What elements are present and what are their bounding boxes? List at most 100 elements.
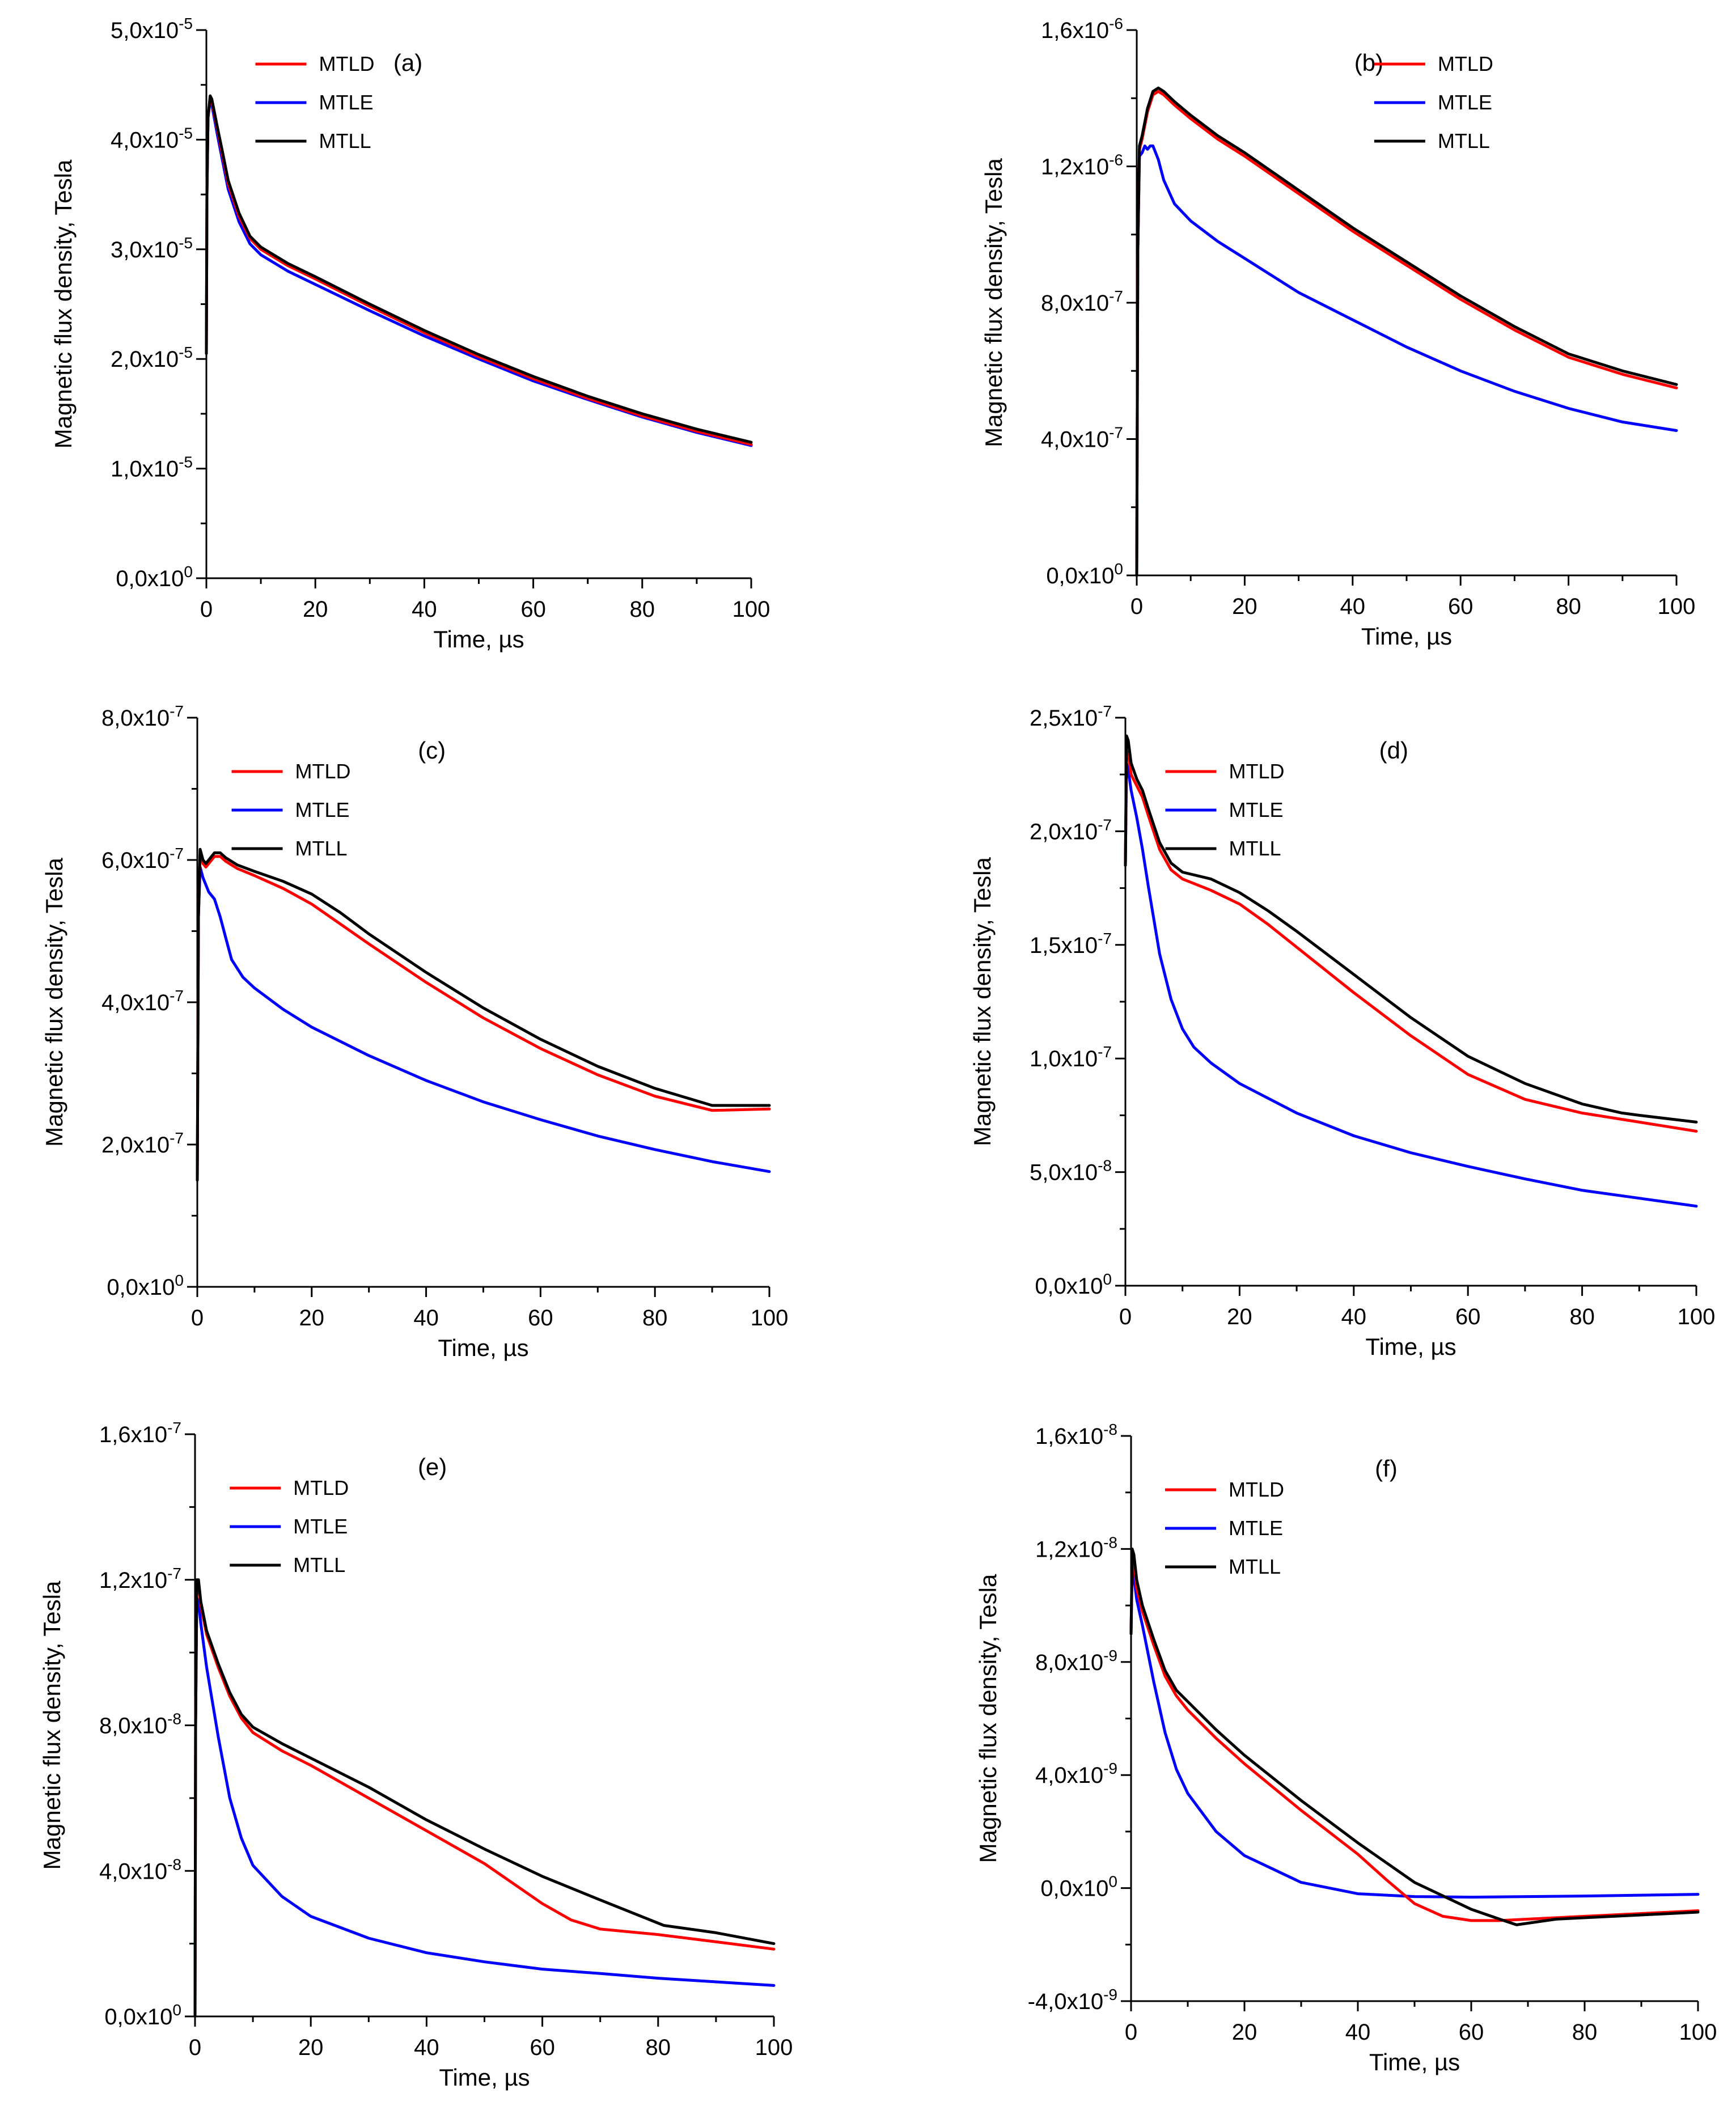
y-tick-label: 8,0x10-7 <box>101 702 184 731</box>
y-tick-label: 4,0x10-9 <box>1035 1760 1117 1788</box>
x-tick-label: 20 <box>298 2035 324 2060</box>
panel-0: 0 20 40 60 80 100 0,0x100 1,0x10-5 2,0x10-5 3,0x1… <box>50 15 770 652</box>
legend-label-mtll: MTLL <box>1438 129 1490 152</box>
y-tick-label: 0,0x100 <box>107 1272 184 1300</box>
x-tick-label: 20 <box>1232 2020 1257 2045</box>
x-tick-label: 80 <box>1569 1304 1595 1329</box>
y-tick-label: 0,0x100 <box>104 2001 181 2029</box>
y-axis-title: Magnetic flux density, Tesla <box>41 858 67 1147</box>
x-tick-label: 40 <box>412 597 437 622</box>
x-tick-label: 80 <box>642 1306 668 1330</box>
panel-2: 0 20 40 60 80 100 0,0x100 2,0x10-7 4,0x10-7 6,0x1… <box>41 702 788 1361</box>
series-line-mtld <box>196 851 771 1182</box>
y-tick-label: 2,0x10-7 <box>1030 816 1112 844</box>
series-line-mtll <box>1135 86 1678 577</box>
x-tick-label: 20 <box>299 1306 325 1330</box>
x-tick-label: 0 <box>200 597 213 622</box>
x-tick-label: 80 <box>646 2035 671 2060</box>
panel-3: 0 20 40 60 80 100 0,0x100 5,0x10-8 1,0x10-7 1,5x1… <box>969 702 1715 1360</box>
x-tick-label: 100 <box>1658 594 1696 619</box>
legend-label-mtll: MTLL <box>293 1553 345 1577</box>
y-tick-label: 8,0x10-7 <box>1041 287 1123 316</box>
y-tick-label: 2,0x10-7 <box>101 1129 184 1158</box>
legend-label-mtld: MTLD <box>293 1476 349 1499</box>
y-tick-label: 4,0x10-8 <box>99 1855 181 1884</box>
x-tick-label: 100 <box>732 597 770 622</box>
panel-5: 0 20 40 60 80 100 -4,0x10-9 0,0x100 4,0x10-9 8,0x… <box>975 1421 1717 2075</box>
panel-label: (f) <box>1375 1455 1398 1482</box>
y-tick-label: 0,0x100 <box>1035 1270 1112 1299</box>
series-line-mtle <box>193 1596 776 2018</box>
y-tick-label: -4,0x10-9 <box>1028 1986 1117 2014</box>
series-line-mtld <box>1135 90 1678 577</box>
y-tick-label: 8,0x10-8 <box>99 1710 181 1739</box>
x-tick-label: 100 <box>1678 1304 1716 1329</box>
series-line-mtle <box>1129 1564 1700 1899</box>
y-tick-label: 1,2x10-6 <box>1041 151 1123 180</box>
x-axis-title: Time, µs <box>1369 2049 1460 2075</box>
x-tick-label: 20 <box>1227 1304 1252 1329</box>
y-tick-label: 1,0x10-7 <box>1030 1043 1112 1071</box>
y-tick-label: 1,6x10-8 <box>1035 1421 1117 1449</box>
series-line-mtle <box>1124 761 1698 1208</box>
legend-label-mtle: MTLE <box>1438 91 1492 114</box>
x-tick-label: 80 <box>630 597 655 622</box>
series-line-mtll <box>205 94 753 444</box>
x-tick-label: 60 <box>1459 2020 1484 2045</box>
y-tick-label: 6,0x10-7 <box>101 845 184 873</box>
panel-label: (d) <box>1379 737 1408 764</box>
x-tick-label: 40 <box>413 1306 439 1330</box>
y-tick-label: 0,0x100 <box>116 563 193 591</box>
legend-label-mtle: MTLE <box>295 798 350 821</box>
x-tick-label: 60 <box>530 2035 555 2060</box>
legend-label-mtll: MTLL <box>295 837 348 860</box>
x-tick-label: 40 <box>414 2035 439 2060</box>
series-line-mtle <box>196 866 771 1182</box>
legend-label-mtle: MTLE <box>1229 798 1283 821</box>
panel-1: 0 20 40 60 80 100 0,0x100 4,0x10-7 8,0x10-7 1,2x1… <box>980 15 1695 650</box>
x-tick-label: 40 <box>1345 2020 1371 2045</box>
y-tick-label: 4,0x10-7 <box>1041 424 1123 452</box>
y-tick-label: 1,2x10-8 <box>1035 1533 1117 1562</box>
panel-label: (c) <box>418 737 446 764</box>
legend-label-mtll: MTLL <box>319 129 371 152</box>
y-tick-label: 2,5x10-7 <box>1030 702 1112 731</box>
series-line-mtle <box>205 99 753 447</box>
y-tick-label: 1,6x10-7 <box>99 1419 181 1447</box>
x-axis-title: Time, µs <box>1361 623 1452 650</box>
x-tick-label: 0 <box>1119 1304 1132 1329</box>
series-line-mtld <box>1124 750 1698 1133</box>
series-line-mtll <box>1129 1547 1700 1926</box>
y-tick-label: 0,0x100 <box>1040 1873 1117 1901</box>
x-tick-label: 0 <box>191 1306 204 1330</box>
x-tick-label: 60 <box>1455 1304 1481 1329</box>
y-axis-title: Magnetic flux density, Tesla <box>975 1574 1001 1863</box>
x-axis-title: Time, µs <box>433 626 524 652</box>
y-tick-label: 1,2x10-7 <box>99 1565 181 1593</box>
y-axis-title: Magnetic flux density, Tesla <box>50 159 77 448</box>
legend-label-mtle: MTLE <box>1229 1516 1283 1540</box>
y-axis-title: Magnetic flux density, Tesla <box>980 158 1007 447</box>
x-tick-label: 100 <box>755 2035 793 2060</box>
series-line-mtld <box>1129 1553 1700 1922</box>
x-axis-title: Time, µs <box>439 2064 530 2091</box>
y-tick-label: 3,0x10-5 <box>111 234 193 262</box>
legend-label-mtle: MTLE <box>319 91 373 114</box>
panel-4: 0 20 40 60 80 100 0,0x100 4,0x10-8 8,0x10-8 1,2x1… <box>39 1419 793 2091</box>
y-axis-title: Magnetic flux density, Tesla <box>969 857 996 1146</box>
x-tick-label: 60 <box>520 597 546 622</box>
x-tick-label: 20 <box>1232 594 1257 619</box>
x-tick-label: 0 <box>1125 2020 1137 2045</box>
y-tick-label: 1,5x10-7 <box>1030 930 1112 958</box>
y-tick-label: 1,6x10-6 <box>1041 15 1123 43</box>
y-tick-label: 2,0x10-5 <box>111 344 193 372</box>
legend-label-mtll: MTLL <box>1229 1555 1281 1578</box>
series-line-mtll <box>196 847 771 1182</box>
x-tick-label: 60 <box>1448 594 1474 619</box>
legend-label-mtld: MTLD <box>1229 1478 1284 1501</box>
panel-label: (e) <box>418 1454 447 1480</box>
legend-label-mtll: MTLL <box>1229 837 1281 860</box>
legend-label-mtld: MTLD <box>1438 52 1493 75</box>
x-tick-label: 0 <box>1130 594 1143 619</box>
